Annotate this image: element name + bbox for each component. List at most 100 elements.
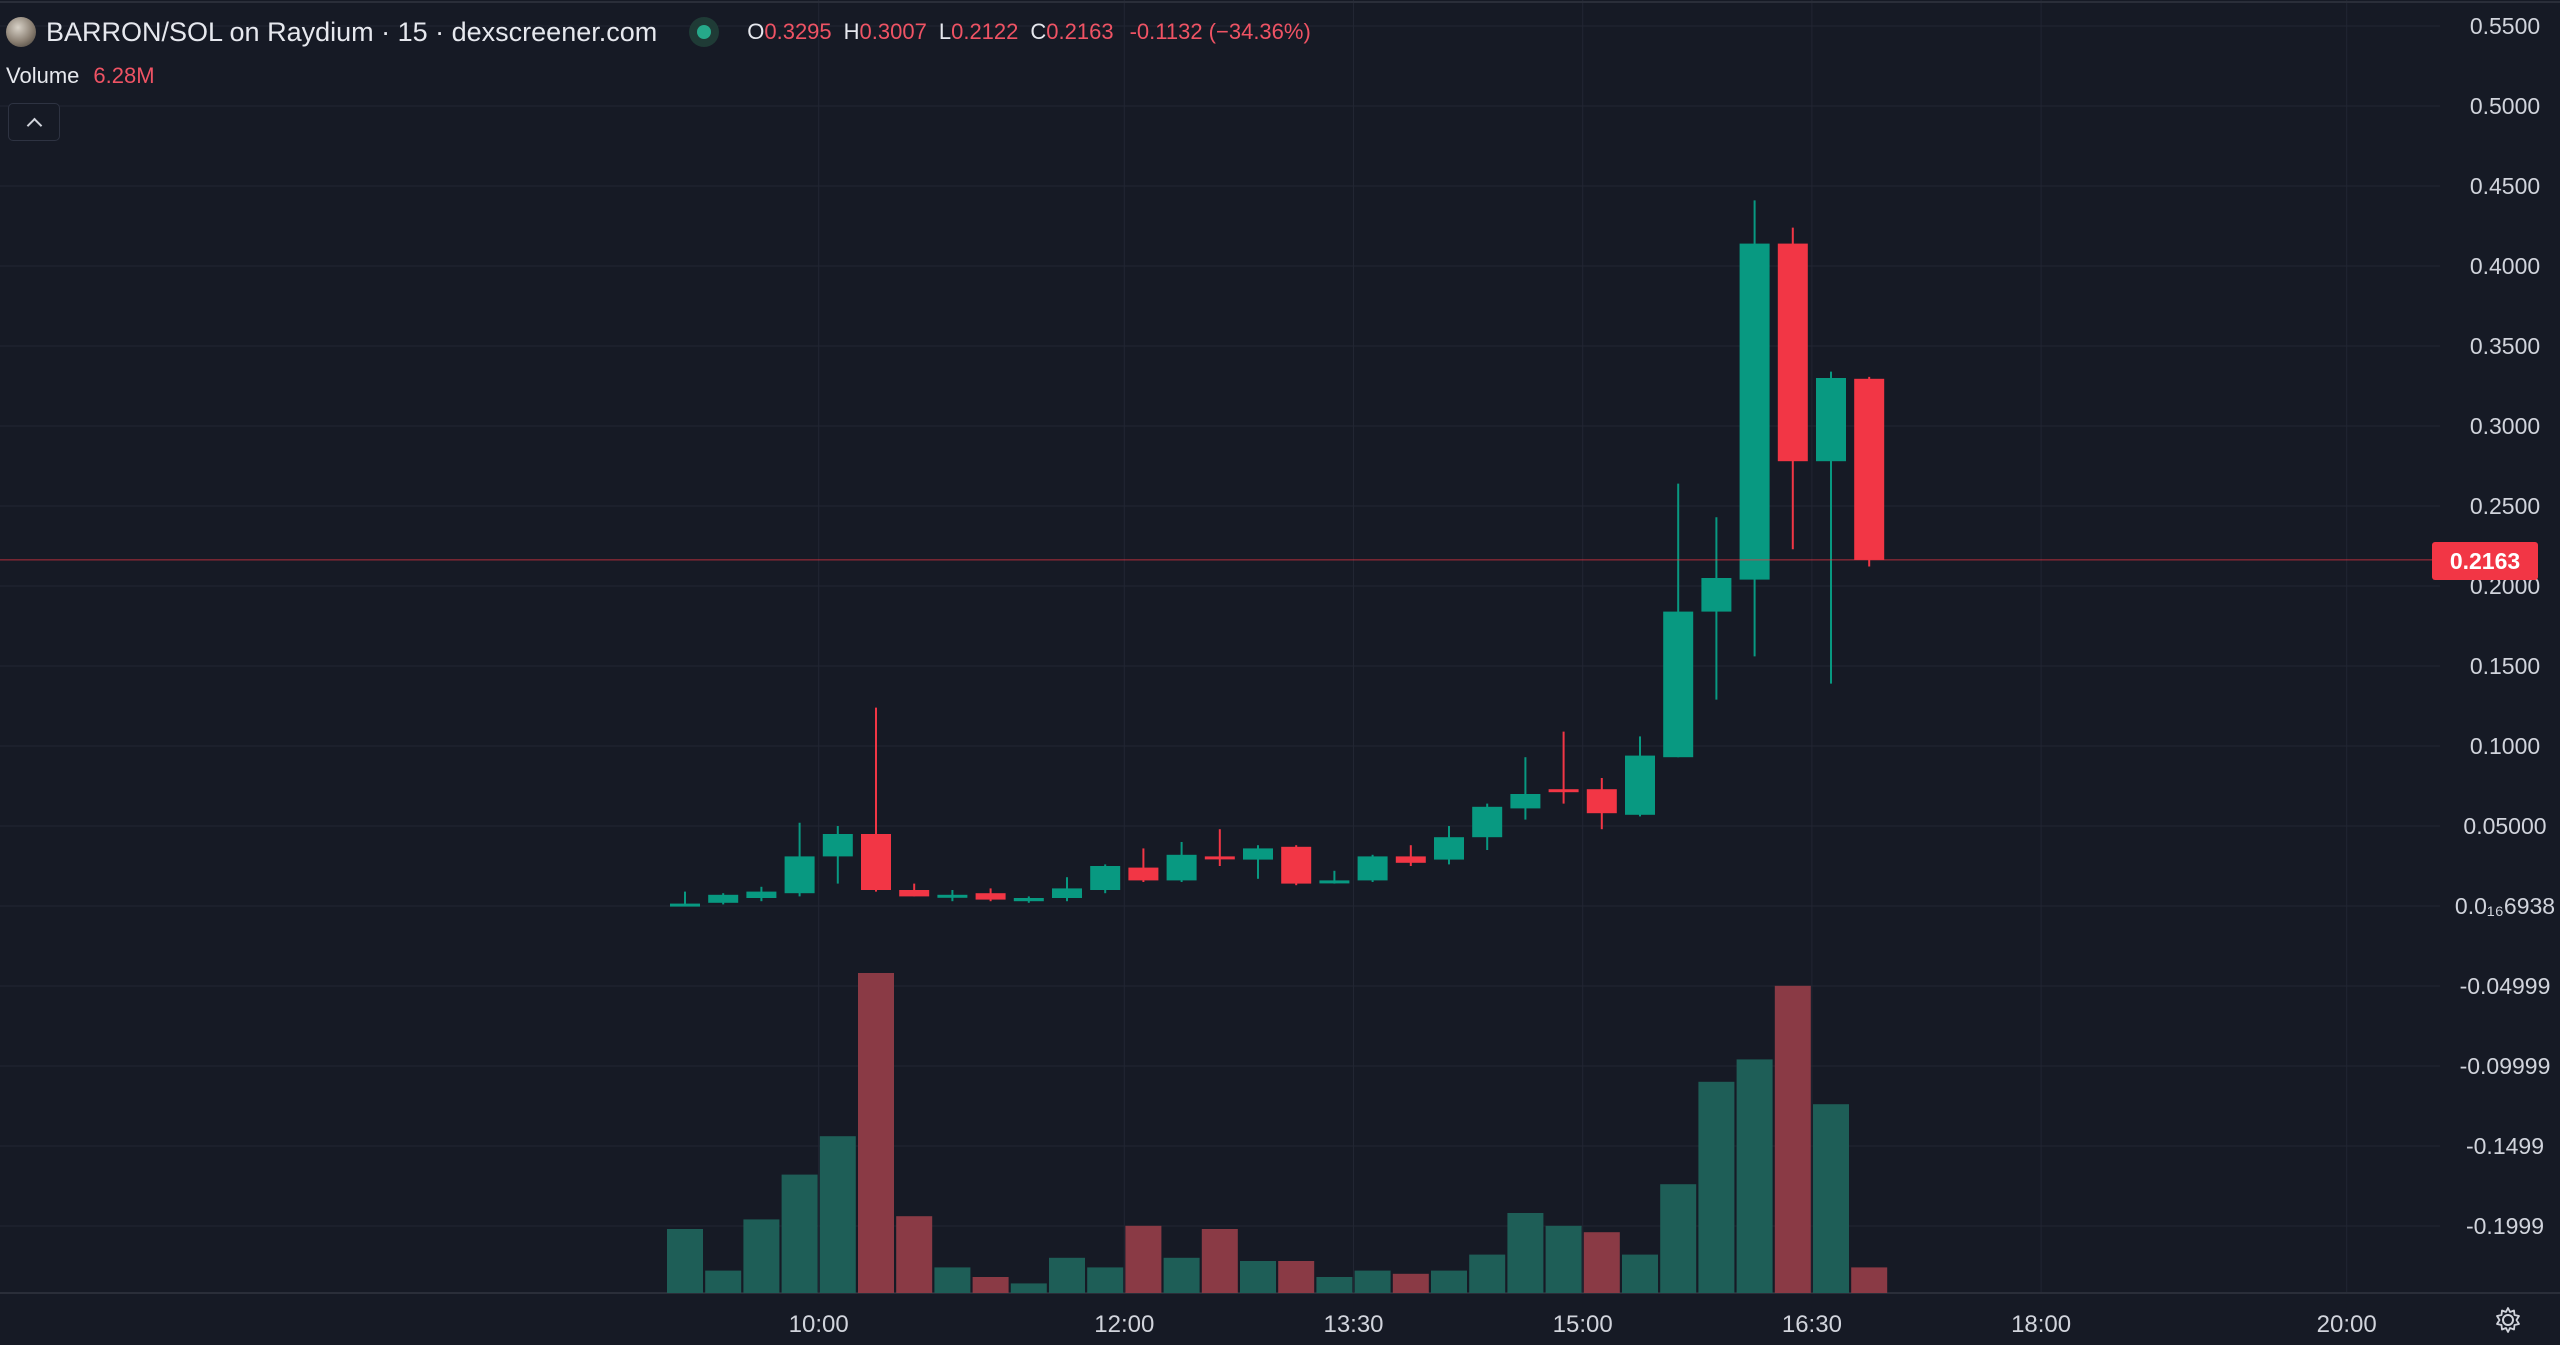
candle-body: [1319, 880, 1350, 884]
volume-bar: [1851, 1267, 1888, 1293]
candle-body: [1128, 867, 1159, 881]
volume-bar: [1316, 1277, 1353, 1293]
change-value: -0.1132 (−34.36%): [1129, 19, 1311, 44]
candle-body: [1243, 848, 1273, 860]
volume-bar: [1660, 1184, 1697, 1293]
y-tick-label: -0.09999: [2460, 1053, 2551, 1079]
y-tick-label: 0.5000: [2470, 93, 2540, 119]
candle-body: [784, 856, 815, 894]
y-tick-label: 0.0₁₆6938: [2455, 893, 2555, 919]
candle-body: [1701, 578, 1732, 612]
volume-bar: [1583, 1232, 1620, 1293]
candle-body: [670, 903, 700, 907]
volume-bar: [1392, 1273, 1429, 1293]
candle-body: [1854, 378, 1885, 560]
candle-body: [1357, 856, 1388, 881]
low-value: 0.2122: [951, 19, 1019, 44]
candle-body: [975, 893, 1006, 900]
volume-bar: [1163, 1257, 1200, 1293]
volume-bar: [1240, 1261, 1276, 1293]
ohlc-values: O0.3295 H0.3007 L0.2122 C0.2163 -0.1132 …: [747, 19, 1311, 45]
volume-bar: [1201, 1229, 1238, 1293]
close-value: 0.2163: [1046, 19, 1114, 44]
candle-body: [1510, 794, 1541, 809]
high-key: H: [843, 19, 860, 44]
volume-label: Volume: [6, 63, 80, 88]
volume-bar: [1545, 1225, 1582, 1293]
volume-bar: [1622, 1254, 1658, 1293]
candle-body: [1586, 789, 1617, 814]
open-key: O: [747, 19, 765, 44]
x-tick-label: 16:30: [1782, 1311, 1842, 1338]
volume-bar: [819, 1136, 856, 1293]
candle-body: [1625, 755, 1655, 815]
live-status-dot-icon[interactable]: [689, 17, 720, 47]
y-tick-label: 0.4000: [2470, 253, 2540, 279]
y-tick-label: 0.5500: [2470, 13, 2540, 39]
x-tick-label: 18:00: [2011, 1311, 2071, 1338]
candle-body: [822, 834, 853, 857]
x-tick-label: 10:00: [789, 1311, 849, 1338]
last-price-tag: 0.2163: [2432, 542, 2538, 580]
candle-body: [1052, 888, 1082, 898]
volume-bar: [1431, 1270, 1467, 1293]
candle-body: [1663, 611, 1694, 758]
volume-bar: [1736, 1059, 1773, 1293]
y-tick-label: 0.1000: [2470, 733, 2540, 759]
candle-body: [1816, 378, 1846, 462]
volume-bar: [1507, 1213, 1544, 1293]
candle-body: [1548, 789, 1579, 793]
y-tick-label: 0.2500: [2470, 493, 2540, 519]
low-key: L: [938, 19, 952, 44]
candle-body: [861, 834, 891, 890]
close-key: C: [1030, 19, 1047, 44]
volume-bar: [1278, 1261, 1315, 1293]
volume-bar: [858, 973, 894, 1293]
y-tick-label: 0.05000: [2463, 813, 2546, 839]
y-tick-label: -0.1499: [2466, 1133, 2544, 1159]
candle-body: [1739, 243, 1770, 580]
volume-bar: [743, 1219, 780, 1293]
candle-body: [1166, 854, 1197, 881]
volume-bar: [1087, 1267, 1124, 1293]
candle-body: [1204, 856, 1235, 860]
candle-body: [1090, 866, 1121, 890]
high-value: 0.3007: [859, 19, 927, 44]
volume-bar: [1125, 1225, 1162, 1293]
volume-bar: [972, 1277, 1009, 1293]
x-tick-label: 20:00: [2317, 1311, 2377, 1338]
volume-legend: Volume 6.28M: [6, 60, 155, 92]
x-tick-label: 13:30: [1323, 1311, 1383, 1338]
y-tick-label: 0.4500: [2470, 173, 2540, 199]
volume-bar: [1774, 985, 1811, 1293]
volume-bar: [1698, 1081, 1735, 1293]
y-tick-label: 0.3500: [2470, 333, 2540, 359]
volume-bar: [1010, 1283, 1047, 1293]
chart-legend: BARRON/SOL on Raydium · 15 · dexscreener…: [6, 14, 1311, 50]
volume-bar: [1813, 1104, 1849, 1293]
volume-bar: [934, 1267, 971, 1293]
volume-bar: [705, 1270, 742, 1293]
volume-bar: [896, 1216, 933, 1293]
x-tick-label: 15:00: [1553, 1311, 1613, 1338]
candle-body: [937, 894, 968, 898]
y-tick-label: 0.1500: [2470, 653, 2540, 679]
gear-icon[interactable]: [2494, 1306, 2522, 1334]
x-tick-label: 12:00: [1094, 1311, 1154, 1338]
candle-body: [1434, 837, 1464, 860]
y-tick-label: -0.04999: [2460, 973, 2551, 999]
volume-bar: [781, 1174, 818, 1293]
volume-bar: [1354, 1270, 1391, 1293]
barron-token-logo-icon[interactable]: [6, 17, 36, 47]
open-value: 0.3295: [764, 19, 832, 44]
volume-bar: [1469, 1254, 1506, 1293]
candle-body: [1013, 898, 1044, 902]
pair-title[interactable]: BARRON/SOL on Raydium · 15 · dexscreener…: [46, 16, 658, 47]
candle-body: [1777, 243, 1808, 462]
candle-body: [1395, 856, 1426, 863]
collapse-legend-button[interactable]: [8, 103, 60, 141]
candle-body: [1281, 846, 1312, 884]
y-tick-label: 0.3000: [2470, 413, 2540, 439]
